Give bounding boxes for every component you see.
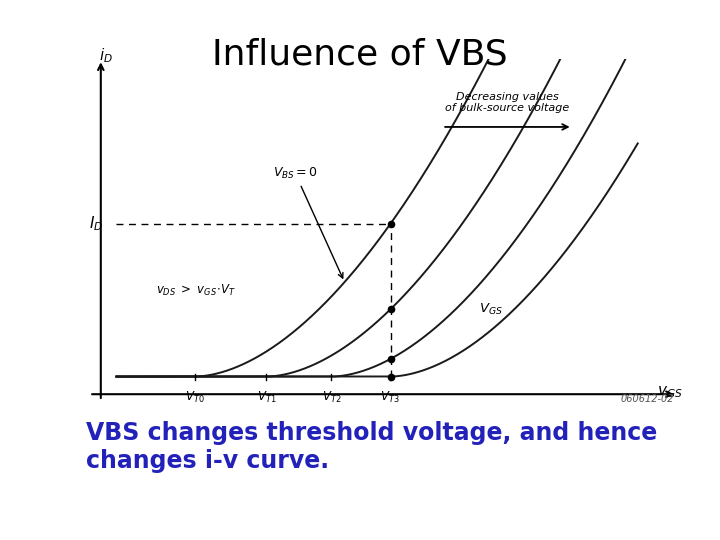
Text: $V_{BS} = 0$: $V_{BS} = 0$ [273, 166, 343, 278]
Text: $V_{GS}$: $V_{GS}$ [479, 302, 503, 318]
Text: VBS changes threshold voltage, and hence
changes i-v curve.: VBS changes threshold voltage, and hence… [86, 421, 657, 473]
Text: 060612-02: 060612-02 [621, 394, 674, 403]
Text: $I_D$: $I_D$ [89, 214, 104, 233]
Text: $V_{T1}$: $V_{T1}$ [256, 390, 276, 405]
Text: $i_D$: $i_D$ [99, 46, 113, 65]
Text: $V_{T2}$: $V_{T2}$ [322, 390, 341, 405]
Text: Decreasing values
of bulk-source voltage: Decreasing values of bulk-source voltage [445, 92, 570, 113]
Text: $v_{GS}$: $v_{GS}$ [657, 384, 683, 400]
Text: Influence of VBS: Influence of VBS [212, 38, 508, 72]
Text: $v_{DS}\ >\ v_{GS}\!\cdot\!V_T$: $v_{DS}\ >\ v_{GS}\!\cdot\!V_T$ [156, 284, 235, 299]
Text: $V_{T0}$: $V_{T0}$ [185, 390, 204, 405]
Text: $V_{T3}$: $V_{T3}$ [380, 390, 400, 405]
